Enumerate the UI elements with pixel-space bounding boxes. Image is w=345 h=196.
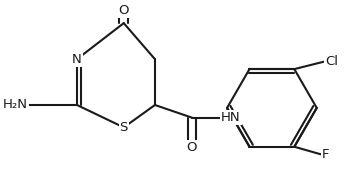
Text: HN: HN: [221, 111, 241, 124]
Text: S: S: [120, 121, 128, 134]
Text: O: O: [187, 141, 197, 154]
Text: O: O: [118, 4, 129, 17]
Text: Cl: Cl: [325, 55, 338, 68]
Text: N: N: [72, 53, 82, 66]
Text: H₂N: H₂N: [3, 99, 28, 112]
Text: F: F: [322, 148, 329, 161]
